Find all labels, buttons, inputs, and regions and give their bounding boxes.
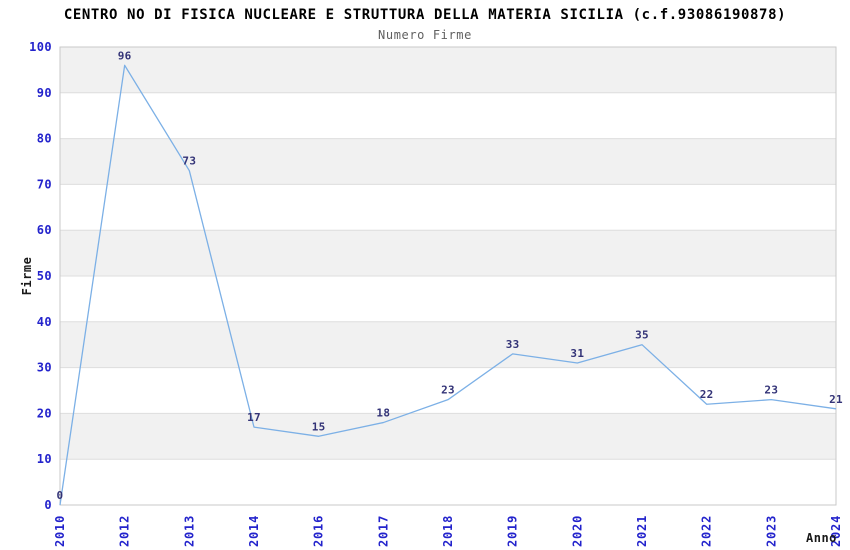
x-tick-label: 2019 [506, 515, 520, 547]
x-tick-label: 2014 [247, 515, 261, 547]
plot-band [60, 230, 836, 276]
y-tick-label: 30 [37, 361, 52, 375]
chart-subtitle: Numero Firme [378, 28, 472, 42]
data-point-label: 15 [312, 420, 326, 433]
y-tick-label: 70 [37, 177, 52, 191]
x-tick-label: 2018 [441, 515, 455, 547]
x-tick-label: 2010 [53, 515, 67, 547]
y-tick-label: 50 [37, 269, 52, 283]
y-tick-label: 40 [37, 315, 52, 329]
y-tick-label: 10 [37, 452, 52, 466]
y-tick-label: 80 [37, 132, 52, 146]
plot-band [60, 321, 836, 368]
data-point-label: 23 [441, 384, 455, 397]
x-tick-label: 2020 [570, 515, 584, 547]
y-tick-label: 90 [37, 86, 52, 100]
x-tick-label: 2021 [635, 515, 649, 547]
data-point-label: 0 [57, 489, 64, 502]
plot-band [60, 47, 836, 93]
x-tick-label: 2017 [376, 515, 390, 547]
x-tick-label: 2013 [182, 515, 196, 547]
data-point-label: 23 [764, 384, 778, 397]
y-axis-title: Firme [20, 256, 34, 296]
data-point-label: 17 [247, 411, 261, 424]
x-axis-title: Anno [806, 531, 837, 545]
data-point-label: 96 [118, 49, 132, 62]
plot-band [60, 413, 836, 460]
x-tick-label: 2024 [829, 515, 843, 547]
y-tick-label: 100 [29, 40, 52, 54]
x-tick-label: 2012 [118, 515, 132, 547]
x-tick-label: 2016 [312, 515, 326, 547]
y-tick-label: 60 [37, 223, 52, 237]
data-point-label: 33 [506, 338, 520, 351]
data-point-label: 73 [182, 155, 196, 168]
data-point-label: 22 [700, 388, 714, 401]
data-point-label: 21 [829, 393, 843, 406]
y-tick-label: 20 [37, 406, 52, 420]
data-point-label: 18 [376, 407, 390, 420]
plot-border [59, 46, 837, 506]
x-tick-label: 2023 [764, 515, 778, 547]
x-tick-label: 2022 [700, 515, 714, 547]
data-line-series [59, 64, 837, 506]
chart-title: CENTRO NO DI FISICA NUCLEARE E STRUTTURA… [63, 7, 787, 23]
y-tick-label: 0 [44, 498, 52, 512]
plot-band [60, 138, 836, 185]
data-point-label: 35 [635, 329, 649, 342]
data-point-label: 31 [570, 347, 584, 360]
